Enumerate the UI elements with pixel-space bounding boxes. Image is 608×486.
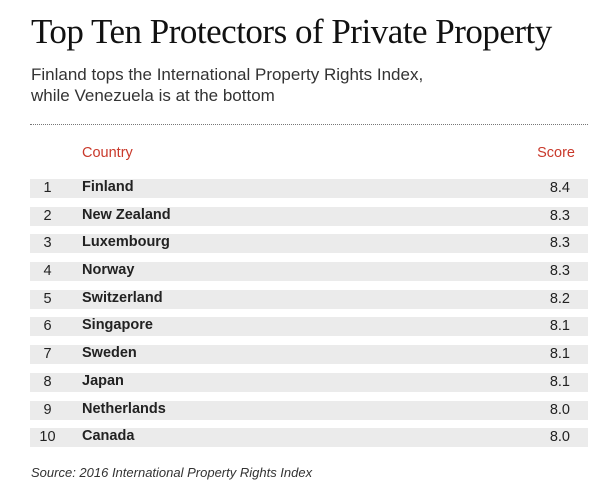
table-row: 1 Finland 8.4 [30,179,588,198]
rank-cell: 4 [43,263,52,280]
chart-subtitle: Finland tops the International Property … [31,64,423,106]
dotted-divider [30,124,588,125]
country-cell: New Zealand [82,206,171,223]
score-cell: 8.1 [549,346,570,363]
country-cell: Japan [82,372,124,389]
subtitle-line-1: Finland tops the International Property … [31,65,424,84]
rank-cell: 8 [43,373,52,390]
subtitle-line-2: while Venezuela is at the bottom [31,86,275,105]
score-cell: 8.1 [549,318,570,335]
country-cell: Switzerland [82,289,163,306]
table-row: 9 Netherlands 8.0 [30,400,588,420]
source-note: Source: 2016 International Property Righ… [31,465,313,480]
table-row: 8 Japan 8.1 [30,372,588,392]
country-cell: Singapore [82,317,153,334]
rank-cell: 1 [43,180,52,196]
rank-cell: 9 [43,401,52,418]
country-cell: Netherlands [82,400,166,417]
column-header-score: Score [537,145,575,161]
country-cell: Norway [82,262,135,279]
score-cell: 8.4 [549,180,570,196]
rank-cell: 6 [43,318,52,335]
ranking-table: 1 Finland 8.4 2 New Zealand 8.3 3 Luxembourg 8.3… [30,179,588,456]
score-cell: 8.3 [549,263,570,280]
country-cell: Canada [82,428,135,445]
table-row: 2 New Zealand 8.3 [30,206,588,226]
table-row: 4 Norway 8.3 [30,262,588,282]
country-cell: Finland [82,179,134,195]
country-cell: Luxembourg [82,234,170,251]
score-cell: 8.3 [549,207,570,224]
country-cell: Sweden [82,345,137,362]
table-row: 7 Sweden 8.1 [30,345,588,365]
rank-cell: 5 [43,290,52,307]
score-cell: 8.3 [549,235,570,252]
chart-title: Top Ten Protectors of Private Property [31,12,552,51]
score-cell: 8.0 [549,429,570,446]
score-cell: 8.1 [549,373,570,390]
table-row: 10 Canada 8.0 [30,428,588,448]
column-header-country: Country [82,145,133,161]
rank-cell: 2 [43,207,52,224]
rank-cell: 10 [39,429,56,446]
rank-cell: 7 [43,346,52,363]
table-row: 3 Luxembourg 8.3 [30,234,588,254]
table-row: 5 Switzerland 8.2 [30,289,588,309]
score-cell: 8.2 [549,290,570,307]
score-cell: 8.0 [549,401,570,418]
table-row: 6 Singapore 8.1 [30,317,588,337]
rank-cell: 3 [43,235,52,252]
